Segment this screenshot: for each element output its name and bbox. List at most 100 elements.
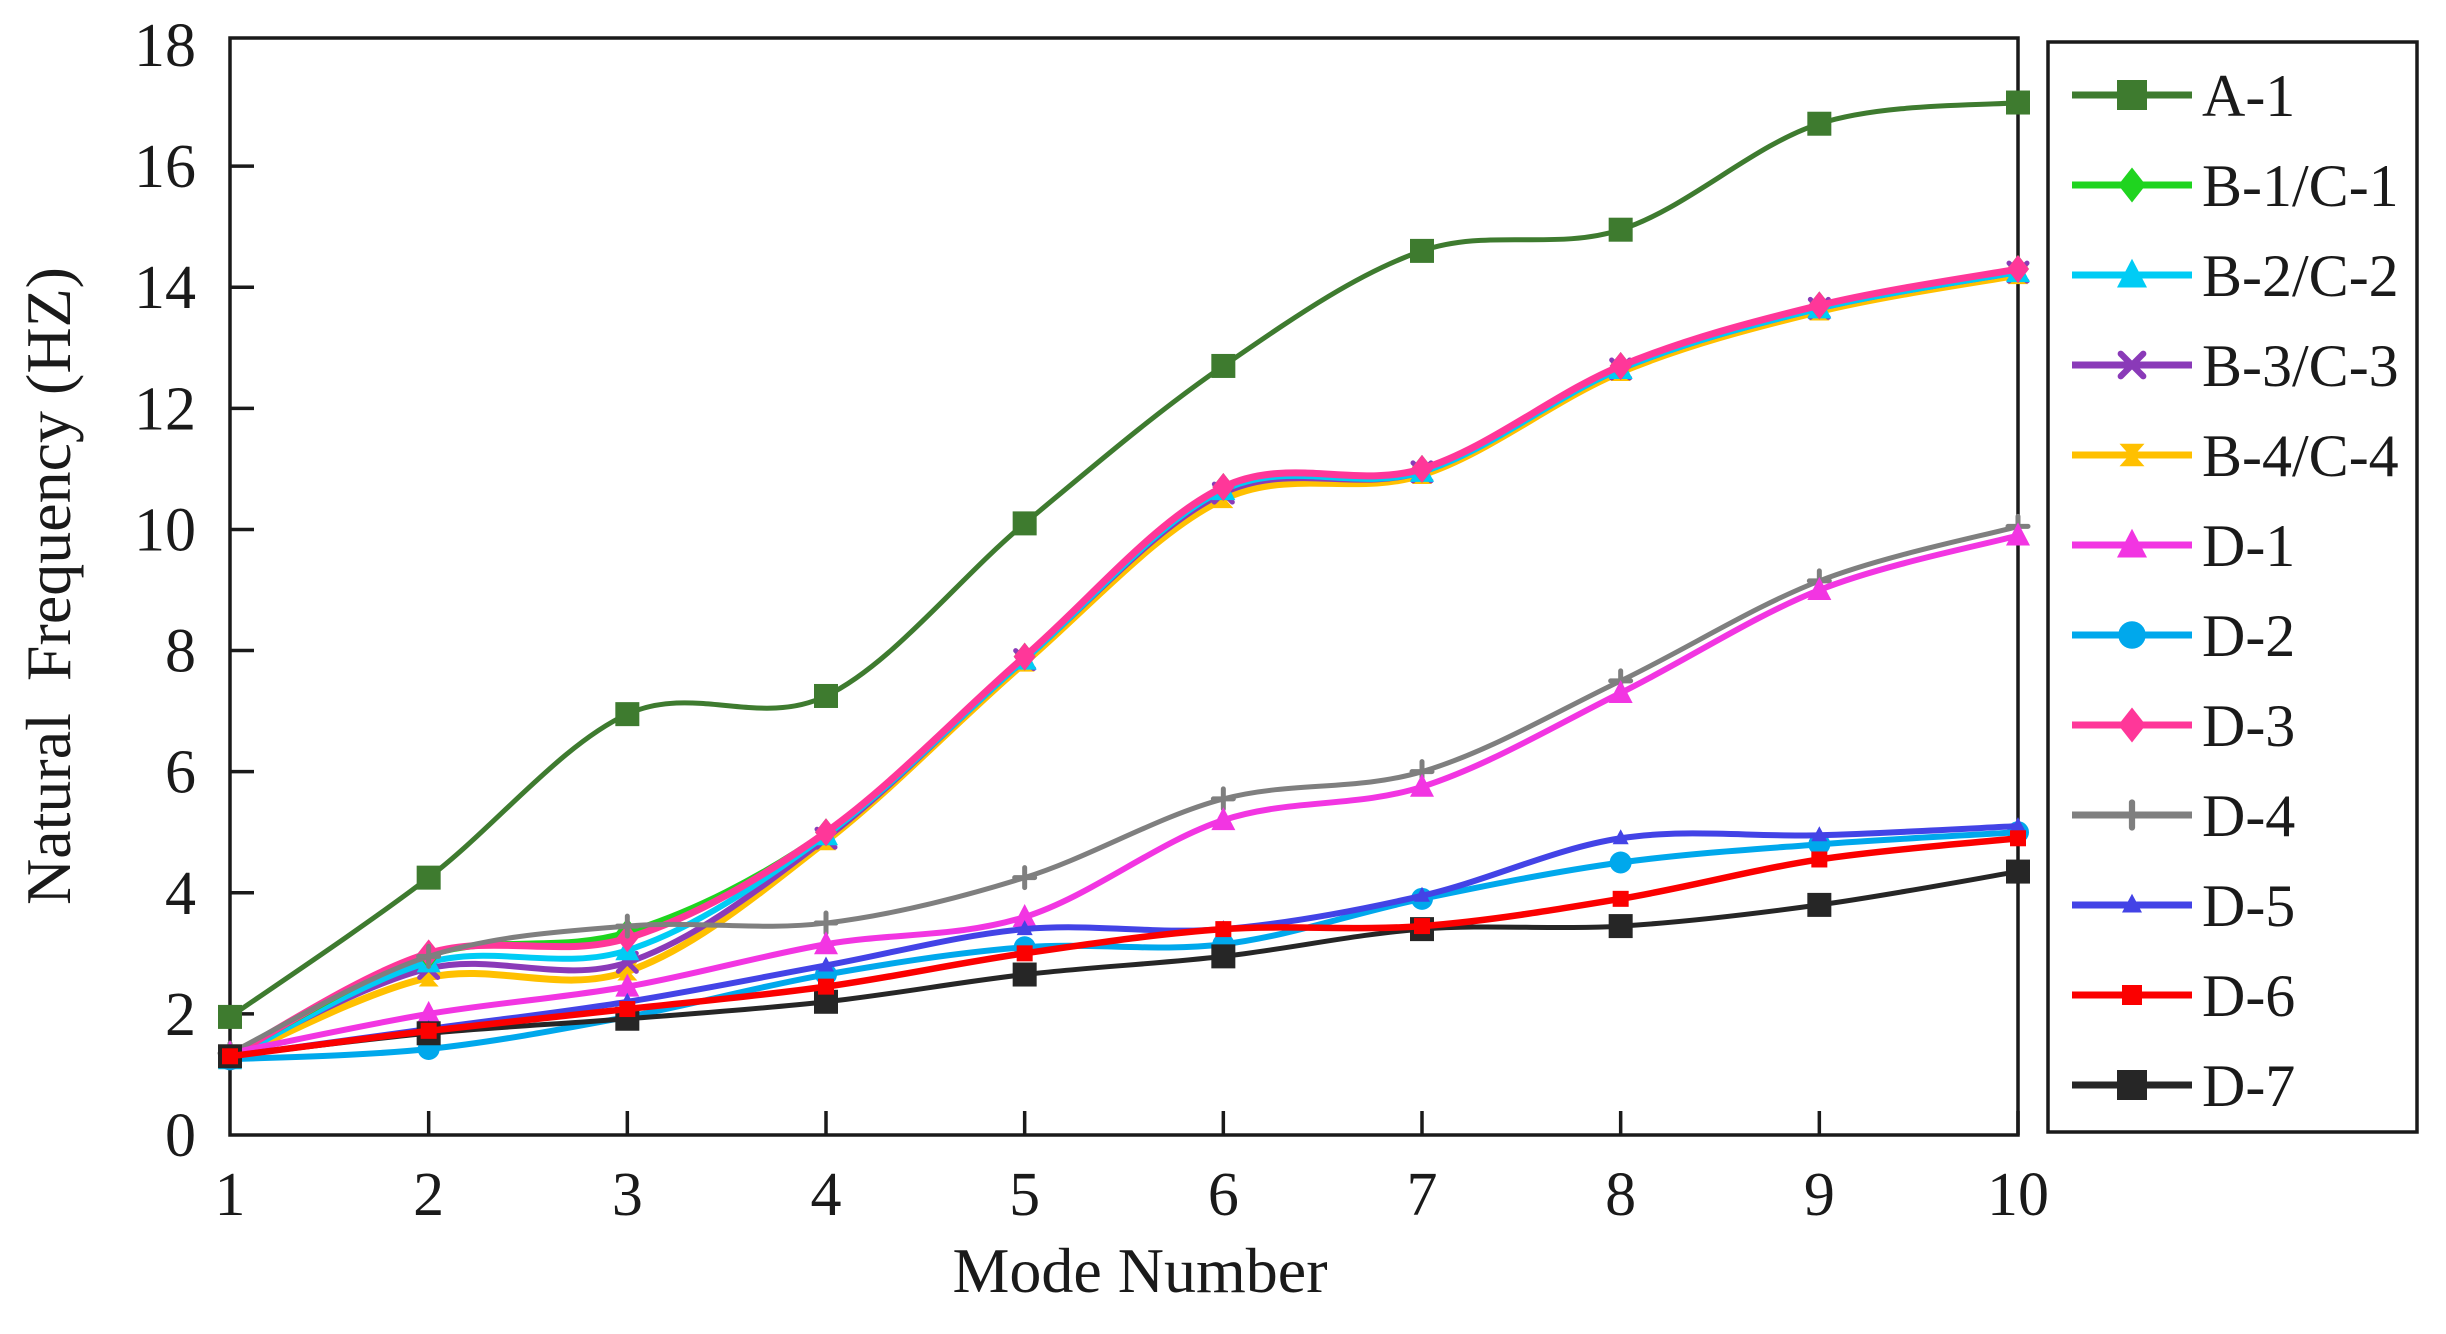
series-marker-D-1-mode-7 bbox=[1410, 773, 1434, 797]
legend-label-B-1/C-1: B-1/C-1 bbox=[2202, 153, 2399, 219]
series-marker-D-3-mode-10 bbox=[2007, 255, 2029, 284]
legend-marker-circle bbox=[2118, 621, 2146, 649]
series-marker-D-7-mode-5 bbox=[1012, 962, 1037, 987]
y-axis-title: Natural Frequency (HZ) bbox=[13, 267, 84, 905]
legend-item-B-2/C-2: B-2/C-2 bbox=[2072, 243, 2399, 309]
legend-label-B-2/C-2: B-2/C-2 bbox=[2202, 243, 2399, 309]
series-marker-D-4-mode-3 bbox=[614, 913, 640, 939]
legend-label-D-6: D-6 bbox=[2202, 963, 2295, 1029]
series-marker-D-7-mode-10 bbox=[2006, 859, 2030, 884]
series-marker-D-3-mode-8 bbox=[1609, 351, 1632, 380]
series-marker-A-1-mode-5 bbox=[1012, 511, 1037, 536]
x-tick-label: 10 bbox=[1987, 1161, 2049, 1229]
legend-marker-square bbox=[2117, 1070, 2147, 1100]
x-tick-label: 5 bbox=[1009, 1161, 1040, 1229]
legend-item-D-7: D-7 bbox=[2072, 1053, 2295, 1119]
series-marker-D-7-mode-6 bbox=[1211, 944, 1236, 969]
series-marker-D-1-mode-10 bbox=[2006, 522, 2030, 546]
x-tick-label: 8 bbox=[1605, 1161, 1636, 1229]
x-tick-label: 2 bbox=[413, 1161, 444, 1229]
series-marker-D-4-mode-4 bbox=[813, 910, 839, 936]
series-marker-A-1-mode-7 bbox=[1410, 238, 1434, 263]
y-tick-label: 14 bbox=[134, 254, 196, 322]
series-marker-D-6-mode-3 bbox=[619, 1001, 636, 1018]
series-marker-D-7-mode-9 bbox=[1807, 892, 1832, 917]
y-tick-label: 8 bbox=[165, 618, 196, 686]
series-line-D-6 bbox=[229, 835, 2019, 1060]
plot-border bbox=[228, 36, 2020, 1137]
series-marker-D-4-mode-5 bbox=[1012, 865, 1038, 891]
series-marker-D-6-mode-6 bbox=[1215, 921, 1232, 938]
series-marker-D-5-mode-10 bbox=[2010, 817, 2026, 833]
series-marker-D-1-mode-6 bbox=[1211, 807, 1236, 831]
x-tick-label: 4 bbox=[811, 1161, 842, 1229]
series-marker-D-6-mode-1 bbox=[222, 1048, 238, 1065]
legend-item-D-4: D-4 bbox=[2072, 783, 2295, 849]
legend-marker-square-small bbox=[2122, 985, 2142, 1005]
x-tick-label: 3 bbox=[612, 1161, 643, 1229]
legend-marker-xcross bbox=[2117, 350, 2147, 380]
legend-item-B-1/C-1: B-1/C-1 bbox=[2072, 153, 2399, 219]
legend-marker-diamond bbox=[2118, 707, 2146, 743]
y-tick-label: 16 bbox=[134, 133, 196, 201]
legend-label-B-3/C-3: B-3/C-3 bbox=[2202, 333, 2399, 399]
series-marker-D-1-mode-3 bbox=[615, 973, 640, 997]
series-marker-D-6-mode-5 bbox=[1016, 945, 1033, 962]
legend-marker-plus bbox=[2116, 799, 2148, 831]
series-marker-D-3-mode-9 bbox=[1808, 291, 1831, 320]
x-axis-title: Mode Number bbox=[952, 1235, 1327, 1306]
series-marker-D-3-mode-7 bbox=[1411, 454, 1433, 483]
series-marker-D-6-mode-8 bbox=[1612, 890, 1629, 907]
series-marker-A-1-mode-3 bbox=[615, 702, 640, 727]
series-marker-D-6-mode-4 bbox=[818, 978, 834, 995]
series-marker-D-1-mode-8 bbox=[1608, 679, 1633, 703]
series-marker-A-1-mode-9 bbox=[1807, 111, 1832, 136]
series-marker-D-3-mode-4 bbox=[815, 818, 837, 847]
legend-marker-triangle-small bbox=[2122, 893, 2142, 913]
legend-marker-triangle bbox=[2117, 528, 2147, 558]
series-marker-A-1-mode-10 bbox=[2006, 90, 2030, 115]
series-marker-D-6-mode-10 bbox=[2010, 830, 2026, 847]
series-marker-D-1-mode-4 bbox=[814, 931, 838, 955]
legend-marker-diamond bbox=[2118, 167, 2146, 203]
legend-marker-square bbox=[2117, 80, 2147, 110]
series-marker-D-6-mode-7 bbox=[1414, 918, 1430, 935]
series-marker-D-5-mode-8 bbox=[1612, 829, 1629, 845]
series-marker-D-5-mode-7 bbox=[1414, 886, 1430, 902]
series-marker-D-1-mode-9 bbox=[1807, 577, 1832, 600]
series-marker-D-1-mode-2 bbox=[416, 1000, 441, 1024]
legend-label-B-4/C-4: B-4/C-4 bbox=[2202, 423, 2399, 489]
legend-label-A-1: A-1 bbox=[2202, 63, 2295, 129]
series-marker-D-3-mode-5 bbox=[1013, 642, 1036, 671]
series-line-D-5 bbox=[229, 823, 2019, 1060]
legend-label-D-4: D-4 bbox=[2202, 783, 2295, 849]
x-tick-label: 9 bbox=[1804, 1161, 1835, 1229]
series-marker-D-4-mode-6 bbox=[1210, 786, 1236, 812]
y-tick-label: 4 bbox=[165, 860, 196, 928]
series-line-D-4 bbox=[228, 524, 2019, 1056]
y-tick-label: 2 bbox=[165, 981, 196, 1049]
legend-label-D-1: D-1 bbox=[2202, 513, 2295, 579]
series-marker-D-2-mode-8 bbox=[1609, 851, 1632, 874]
legend-item-D-2: D-2 bbox=[2072, 603, 2295, 669]
y-tick-label: 6 bbox=[165, 739, 196, 807]
legend-label-D-3: D-3 bbox=[2202, 693, 2295, 759]
legend-label-D-2: D-2 bbox=[2202, 603, 2295, 669]
series-marker-A-1-mode-6 bbox=[1211, 353, 1236, 378]
series-marker-D-4-mode-2 bbox=[416, 943, 442, 969]
series-marker-D-5-mode-9 bbox=[1811, 826, 1828, 842]
x-tick-label: 7 bbox=[1407, 1161, 1438, 1229]
series-marker-D-1-mode-5 bbox=[1012, 904, 1037, 927]
y-tick-label: 12 bbox=[134, 375, 196, 443]
y-tick-label: 18 bbox=[134, 12, 196, 80]
legend-marker-bowtie bbox=[2119, 443, 2145, 467]
series-marker-A-1-mode-2 bbox=[416, 865, 441, 890]
legend-marker-triangle bbox=[2117, 258, 2147, 288]
series-line-D-3 bbox=[228, 265, 2019, 1060]
legend-box bbox=[2046, 40, 2419, 1134]
series-marker-A-1-mode-8 bbox=[1608, 217, 1633, 242]
legend-item-D-3: D-3 bbox=[2072, 693, 2295, 759]
legend-label-D-5: D-5 bbox=[2202, 873, 2295, 939]
